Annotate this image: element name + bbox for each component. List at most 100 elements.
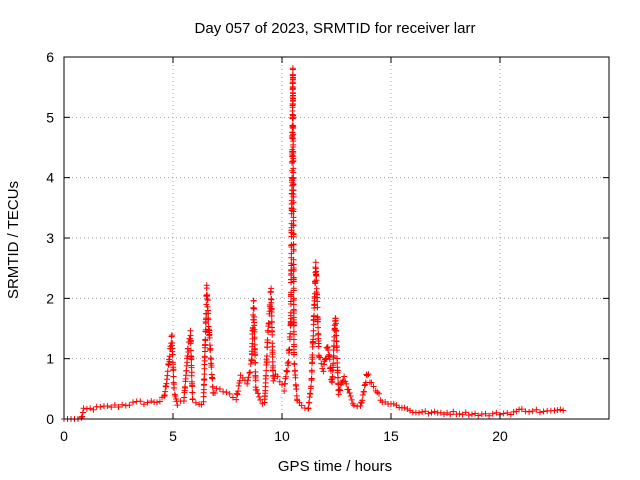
data-point	[169, 345, 176, 352]
data-point	[252, 359, 259, 366]
data-point	[296, 399, 303, 406]
data-point	[182, 385, 189, 392]
data-point	[318, 360, 325, 367]
data-point	[189, 383, 196, 390]
data-point	[290, 206, 297, 213]
data-point	[119, 401, 126, 408]
data-point	[316, 353, 323, 360]
data-point	[189, 396, 196, 403]
data-point	[440, 411, 447, 418]
y-tick-label: 0	[46, 411, 54, 427]
data-point	[287, 301, 294, 308]
tick-marks	[63, 56, 609, 420]
data-point	[187, 338, 194, 345]
data-point	[279, 381, 285, 388]
data-point	[202, 344, 209, 351]
data-point	[164, 368, 171, 375]
data-point	[104, 403, 111, 410]
data-point	[345, 386, 352, 393]
data-point	[347, 393, 354, 400]
x-tick-label: 5	[169, 428, 177, 444]
data-point	[507, 411, 514, 418]
chart-title: Day 057 of 2023, SRMTID for receiver lar…	[195, 20, 476, 37]
data-point	[206, 334, 213, 341]
data-point	[518, 406, 525, 413]
data-point	[560, 407, 567, 414]
data-point	[428, 409, 435, 416]
data-point	[326, 356, 333, 363]
data-point	[200, 398, 207, 405]
data-point	[529, 408, 536, 415]
data-point	[290, 125, 297, 132]
data-point	[172, 393, 179, 400]
data-point	[282, 380, 289, 387]
data-point	[170, 373, 177, 380]
data-point	[244, 377, 251, 384]
data-point	[311, 312, 318, 319]
data-point	[359, 392, 366, 399]
data-point	[223, 389, 230, 396]
data-point	[216, 386, 223, 393]
data-point	[310, 332, 317, 339]
data-point	[252, 352, 259, 359]
data-point	[165, 361, 172, 368]
data-point	[315, 324, 322, 331]
data-point	[287, 330, 294, 337]
data-point	[500, 410, 507, 417]
data-point	[533, 406, 540, 413]
x-tick-label: 10	[274, 428, 290, 444]
data-point	[290, 90, 297, 97]
data-point	[209, 375, 216, 382]
x-tick-label: 15	[383, 428, 399, 444]
data-point	[320, 368, 327, 375]
data-point	[333, 347, 340, 354]
data-point	[376, 390, 383, 397]
data-point	[290, 199, 297, 206]
data-point	[285, 359, 292, 366]
data-point	[268, 312, 275, 319]
data-point	[493, 409, 500, 416]
data-point	[290, 268, 297, 275]
data-point	[255, 390, 262, 397]
data-point	[551, 407, 558, 414]
data-point	[330, 352, 337, 359]
data-point	[209, 384, 216, 391]
data-point	[475, 412, 482, 419]
data-point	[308, 368, 315, 375]
data-point	[251, 334, 258, 341]
data-point	[202, 337, 209, 344]
data-point	[256, 393, 263, 400]
data-point	[290, 158, 297, 165]
data-point	[97, 403, 104, 410]
data-point	[335, 381, 342, 388]
data-point	[211, 390, 218, 397]
data-point	[247, 369, 254, 376]
data-point	[251, 328, 258, 335]
data-point	[156, 398, 163, 405]
data-point	[289, 65, 296, 72]
data-point	[447, 411, 454, 418]
data-point	[365, 371, 372, 378]
data-point	[269, 347, 276, 354]
data-point	[361, 382, 368, 389]
data-point	[229, 394, 236, 401]
data-point	[234, 391, 241, 398]
data-point	[290, 153, 297, 160]
data-point	[314, 304, 321, 311]
data-point	[315, 330, 322, 337]
data-point	[208, 356, 215, 363]
data-point	[450, 408, 457, 415]
data-point	[78, 414, 85, 421]
data-point	[307, 390, 314, 397]
data-point	[332, 320, 339, 327]
data-point	[337, 387, 344, 394]
data-point	[290, 180, 297, 187]
data-point	[250, 297, 257, 304]
data-point	[314, 298, 321, 305]
data-point	[444, 409, 451, 416]
data-point	[338, 379, 345, 386]
data-point	[169, 351, 176, 358]
data-point	[333, 332, 340, 339]
data-point	[246, 370, 253, 377]
